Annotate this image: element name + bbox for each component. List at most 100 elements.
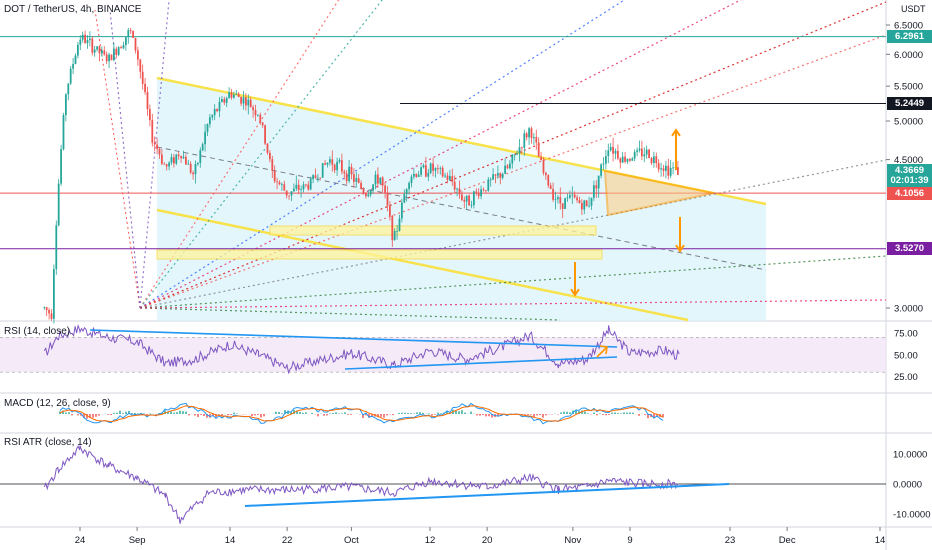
rsi-pane-title[interactable]: RSI (14, close) — [4, 326, 71, 337]
macd-histogram-bar — [215, 414, 217, 418]
macd-histogram-bar — [137, 413, 139, 414]
macd-histogram-bar — [398, 412, 400, 414]
candle-body — [206, 124, 209, 132]
candle-body — [48, 309, 50, 314]
breakout-up-arrow-head — [671, 128, 681, 137]
macd-histogram-bar — [119, 410, 121, 414]
rsi-atr-pane[interactable]: 10.0000 0.0000 -10.0000 — [0, 445, 931, 524]
rsi-tick-label: 75.00 — [894, 329, 918, 340]
time-tick-label: 22 — [282, 535, 293, 546]
macd-histogram-bar — [107, 414, 109, 415]
candle-body — [602, 163, 605, 165]
candle-body — [79, 39, 82, 45]
candle-body — [456, 188, 458, 190]
candle-body — [112, 48, 115, 61]
price-tag[interactable]: 3.5270 — [887, 242, 932, 256]
price-tag[interactable]: 4.3669 — [887, 164, 932, 178]
candle-body — [597, 175, 600, 189]
macd-histogram-bar — [290, 411, 292, 414]
candle-body — [216, 108, 218, 112]
price-axis[interactable]: 6.5000 6.0000 5.5000 5.0000 4.5000 3.0000 — [886, 21, 923, 315]
candle-body — [568, 195, 571, 198]
candle-body — [374, 174, 377, 185]
channel-mid-line — [156, 146, 767, 271]
candle-body — [376, 174, 379, 184]
candle-body — [477, 192, 480, 197]
candle-body — [643, 154, 646, 157]
candle-body — [664, 165, 667, 171]
macd-pane[interactable] — [59, 402, 664, 425]
rsi-pane[interactable]: 75.00 50.00 25.00 — [0, 324, 918, 383]
macd-pane-title[interactable]: MACD (12, 26, close, 9) — [4, 398, 111, 409]
macd-histogram-bar — [92, 414, 94, 418]
time-tick-label: 20 — [482, 535, 493, 546]
price-pane[interactable] — [0, 0, 887, 324]
candle-body — [288, 195, 290, 197]
candle-body — [432, 163, 434, 171]
price-tag[interactable]: 5.2449 — [887, 97, 932, 111]
candle-body — [472, 191, 475, 206]
macd-histogram-bar — [617, 413, 619, 414]
candle-body — [427, 172, 430, 177]
candle-body — [662, 168, 665, 171]
candle-body — [213, 108, 216, 116]
macd-histogram-bar — [410, 413, 412, 414]
fan-line — [94, 9, 141, 309]
macd-histogram-bar — [593, 412, 595, 414]
macd-histogram-bar — [341, 413, 343, 414]
candle-body — [156, 144, 158, 149]
candle-body — [482, 189, 485, 191]
candle-body — [621, 156, 624, 163]
price-tag[interactable]: 6.2961 — [887, 30, 932, 44]
candle-body — [357, 178, 360, 183]
macd-histogram-bar — [227, 414, 229, 416]
macd-histogram-bar — [578, 411, 580, 414]
candle-body — [91, 38, 94, 53]
candle-body — [122, 45, 125, 49]
price-tag[interactable]: 4.1056 — [887, 186, 932, 200]
candle-body — [86, 40, 89, 44]
price-tag[interactable]: 02:01:39 — [887, 174, 932, 187]
macd-histogram-bar — [197, 414, 199, 417]
candle-body — [573, 194, 576, 198]
macd-histogram-bar — [110, 414, 112, 416]
candle-body — [540, 156, 542, 161]
candle-body — [369, 190, 372, 195]
candle-body — [196, 162, 199, 165]
time-axis[interactable]: 24 Sep 14 22 Oct 12 20 Nov 9 23 Dec 14 — [75, 527, 886, 546]
macd-histogram-bar — [125, 411, 127, 414]
macd-histogram-bar — [173, 412, 175, 414]
candle-body — [132, 30, 134, 38]
candle-body — [667, 165, 670, 176]
candle-body — [655, 156, 658, 164]
macd-histogram-bar — [302, 412, 304, 414]
candle-body — [204, 131, 206, 145]
candle-body — [314, 175, 317, 178]
candle-body — [105, 54, 108, 62]
rsi-tick-label: 25.00 — [894, 372, 918, 383]
macd-histogram-bar — [251, 414, 253, 417]
candle-body — [120, 47, 122, 49]
candle-body — [170, 157, 173, 163]
macd-histogram-bar — [176, 412, 178, 414]
time-tick-label: 9 — [627, 535, 632, 546]
candle-body — [460, 194, 463, 200]
candle-body — [45, 307, 48, 310]
candle-body — [429, 163, 432, 173]
rsi-atr-pane-title[interactable]: RSI ATR (close, 14) — [4, 437, 92, 448]
macd-line — [59, 402, 664, 425]
candle-body — [489, 179, 492, 181]
candle-body — [115, 48, 118, 55]
macd-histogram-bar — [599, 413, 601, 414]
candle-body — [81, 34, 84, 40]
candle-body — [345, 173, 348, 182]
macd-histogram-bar — [605, 414, 607, 416]
price-tick-label: 5.5000 — [894, 82, 923, 93]
macd-histogram-bar — [236, 413, 238, 414]
candle-body — [463, 199, 466, 202]
macd-histogram-bar — [212, 414, 214, 417]
candle-body — [487, 179, 490, 191]
macd-histogram-bar — [626, 412, 628, 414]
candle-body — [278, 182, 281, 185]
